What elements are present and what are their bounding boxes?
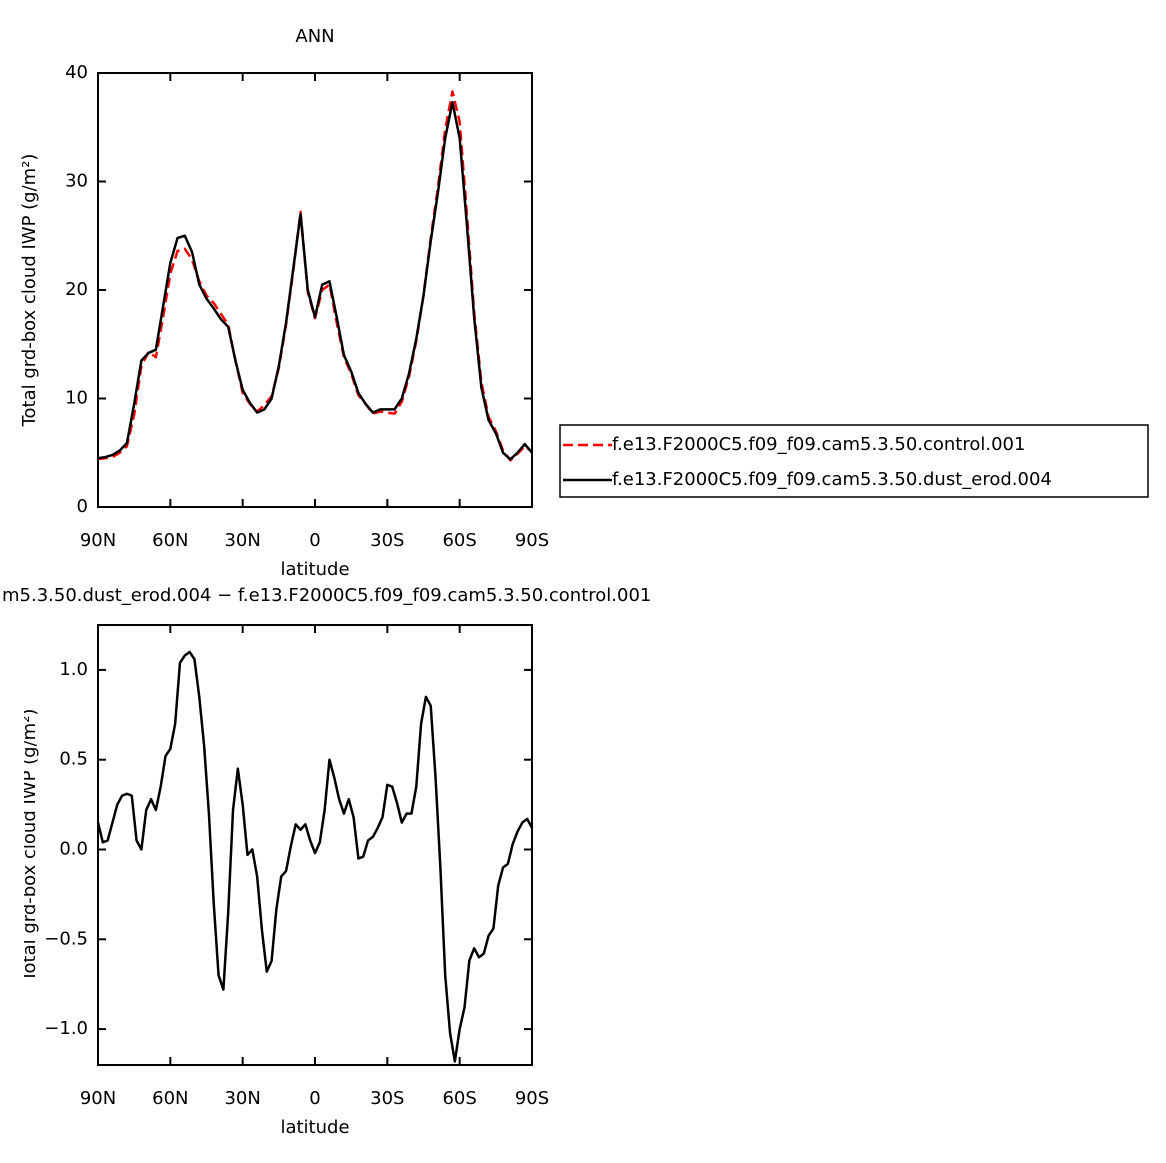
- chart-title: ANN: [295, 26, 334, 47]
- y-axis-label: Total grd-box cloud IWP (g/m²): [19, 154, 40, 428]
- y-tick-label: 20: [65, 279, 88, 300]
- y-tick-label: 30: [65, 171, 88, 192]
- y-tick-label: 10: [65, 388, 88, 409]
- x-axis-label: latitude: [280, 1117, 349, 1138]
- y-tick-label: −0.5: [44, 928, 88, 949]
- y-tick-label: 40: [65, 62, 88, 83]
- plot-frame: [97, 72, 533, 508]
- x-tick-label: 90N: [80, 530, 116, 551]
- x-tick-label: 60N: [152, 530, 188, 551]
- legend-label: f.e13.F2000C5.f09_f09.cam5.3.50.control.…: [612, 434, 1025, 455]
- data-line: [97, 101, 533, 461]
- x-tick-label: 30N: [224, 1088, 260, 1109]
- x-tick-label: 0: [309, 530, 320, 551]
- legend-label: f.e13.F2000C5.f09_f09.cam5.3.50.dust_ero…: [612, 469, 1052, 490]
- x-tick-label: 0: [309, 1088, 320, 1109]
- x-tick-label: 60S: [442, 1088, 476, 1109]
- x-tick-label: 60S: [442, 530, 476, 551]
- data-line: [96, 650, 534, 1063]
- x-tick-label: 30N: [224, 530, 260, 551]
- x-tick-label: 30S: [370, 530, 404, 551]
- y-tick-label: −1.0: [44, 1018, 88, 1039]
- x-tick-label: 90N: [80, 1088, 116, 1109]
- x-tick-label: 60N: [152, 1088, 188, 1109]
- y-axis-label-clip: Total grd-box cloud IWP (g/m²): [19, 709, 40, 983]
- x-tick-label: 30S: [370, 1088, 404, 1109]
- y-axis-label: Total grd-box cloud IWP (g/m²): [19, 709, 40, 983]
- chart-title: m5.3.50.dust_erod.004 − f.e13.F2000C5.f0…: [2, 585, 651, 606]
- x-tick-label: 90S: [515, 530, 549, 551]
- y-tick-label: 1.0: [59, 659, 88, 680]
- y-tick-label: 0.0: [59, 838, 88, 859]
- x-tick-label: 90S: [515, 1088, 549, 1109]
- data-line: [97, 90, 533, 462]
- y-tick-label: 0: [77, 496, 88, 517]
- legend-box: [559, 424, 1149, 498]
- x-axis-label: latitude: [280, 559, 349, 580]
- plot-frame: [97, 624, 533, 1066]
- y-tick-label: 0.5: [59, 749, 88, 770]
